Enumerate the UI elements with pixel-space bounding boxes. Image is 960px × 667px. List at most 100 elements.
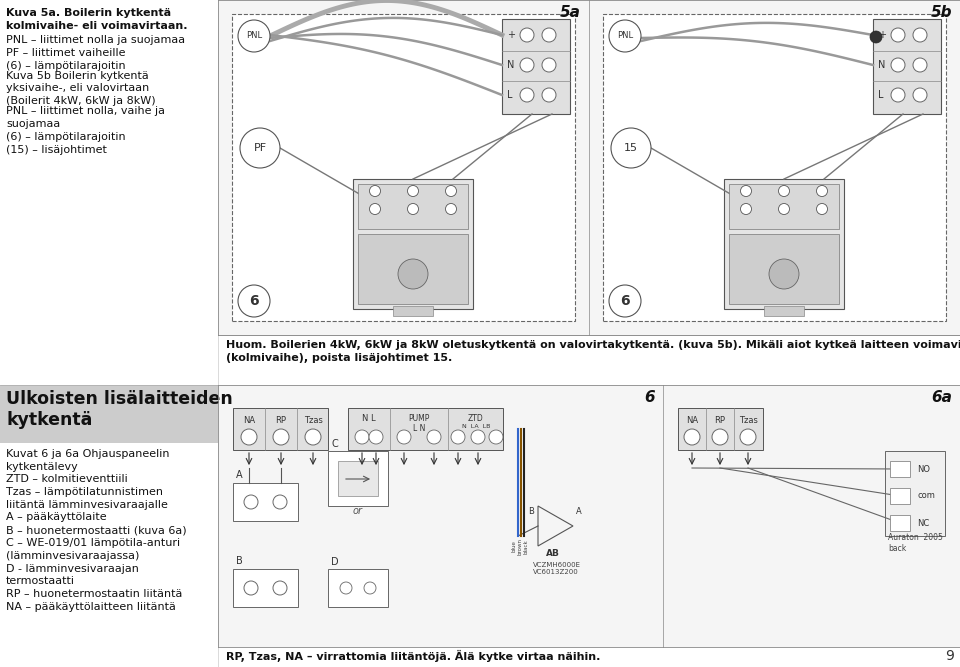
Text: N  LA  LB: N LA LB bbox=[462, 424, 491, 429]
Text: Tzas: Tzas bbox=[738, 416, 757, 425]
Circle shape bbox=[240, 128, 280, 168]
Text: RP: RP bbox=[714, 416, 726, 425]
Circle shape bbox=[740, 185, 752, 197]
Text: NC: NC bbox=[917, 518, 929, 528]
Text: 6: 6 bbox=[644, 390, 655, 405]
Circle shape bbox=[340, 582, 352, 594]
Circle shape bbox=[913, 28, 927, 42]
Text: C: C bbox=[331, 439, 338, 449]
Circle shape bbox=[407, 203, 419, 215]
Circle shape bbox=[238, 285, 270, 317]
Text: Huom. Boilerien 4kW, 6kW ja 8kW oletuskytkentä on valovirtakytkentä. (kuva 5b). : Huom. Boilerien 4kW, 6kW ja 8kW oletusky… bbox=[226, 340, 960, 363]
Circle shape bbox=[355, 430, 369, 444]
Text: D: D bbox=[331, 557, 339, 567]
Bar bbox=[873, 19, 941, 114]
Circle shape bbox=[244, 581, 258, 595]
Text: RP: RP bbox=[276, 416, 286, 425]
Text: AB: AB bbox=[546, 549, 560, 558]
Circle shape bbox=[520, 88, 534, 102]
Circle shape bbox=[740, 203, 752, 215]
Circle shape bbox=[445, 185, 457, 197]
Bar bbox=[885, 451, 945, 536]
Bar bbox=[890, 515, 910, 531]
Text: PNL – liittimet nolla, vaihe ja
suojamaa
(6) – lämpötilarajoitin
(15) – lisäjoht: PNL – liittimet nolla, vaihe ja suojamaa… bbox=[6, 106, 165, 155]
Text: PF: PF bbox=[253, 143, 267, 153]
Circle shape bbox=[712, 429, 728, 445]
Text: N: N bbox=[507, 60, 515, 70]
Text: +: + bbox=[507, 30, 515, 40]
Circle shape bbox=[471, 430, 485, 444]
Text: A: A bbox=[236, 470, 243, 480]
Bar bbox=[353, 179, 473, 309]
Circle shape bbox=[542, 58, 556, 72]
Circle shape bbox=[370, 185, 380, 197]
Text: Kuva 5b Boilerin kytkentä
yksivaihe-, eli valovirtaan
(Boilerit 4kW, 6kW ja 8kW): Kuva 5b Boilerin kytkentä yksivaihe-, el… bbox=[6, 71, 156, 106]
Text: ZTD – kolmitieventtiili
Tzas – lämpötilatunnistimen
liitäntä lämminvesivaraajall: ZTD – kolmitieventtiili Tzas – lämpötila… bbox=[6, 474, 186, 612]
Bar bbox=[218, 0, 960, 335]
Text: N L: N L bbox=[362, 414, 375, 423]
Circle shape bbox=[542, 88, 556, 102]
Text: B: B bbox=[236, 556, 243, 566]
Circle shape bbox=[779, 203, 789, 215]
Text: ZTD: ZTD bbox=[468, 414, 484, 423]
Bar bbox=[328, 569, 388, 607]
Circle shape bbox=[427, 430, 441, 444]
Circle shape bbox=[407, 185, 419, 197]
Circle shape bbox=[273, 429, 289, 445]
Circle shape bbox=[870, 31, 882, 43]
Text: +: + bbox=[878, 30, 886, 40]
Text: 6: 6 bbox=[250, 294, 259, 308]
Bar bbox=[890, 488, 910, 504]
Text: 15: 15 bbox=[624, 143, 638, 153]
Circle shape bbox=[611, 128, 651, 168]
Circle shape bbox=[520, 58, 534, 72]
Bar bbox=[724, 179, 844, 309]
Circle shape bbox=[609, 20, 641, 52]
Circle shape bbox=[489, 430, 503, 444]
Text: 6: 6 bbox=[620, 294, 630, 308]
Bar bbox=[348, 408, 503, 450]
Bar bbox=[502, 19, 570, 114]
Bar bbox=[218, 385, 960, 647]
Circle shape bbox=[273, 581, 287, 595]
Bar bbox=[890, 461, 910, 477]
Circle shape bbox=[273, 495, 287, 509]
Text: 5b: 5b bbox=[930, 5, 952, 20]
Text: 6a: 6a bbox=[931, 390, 952, 405]
Text: PUMP: PUMP bbox=[408, 414, 430, 423]
Circle shape bbox=[817, 185, 828, 197]
Circle shape bbox=[891, 88, 905, 102]
Bar bbox=[678, 408, 763, 450]
Circle shape bbox=[397, 430, 411, 444]
Circle shape bbox=[241, 429, 257, 445]
Circle shape bbox=[244, 495, 258, 509]
Text: NO: NO bbox=[917, 464, 930, 474]
Circle shape bbox=[364, 582, 376, 594]
Text: Kuva 5a. Boilerin kytkentä
kolmivaihe- eli voimavirtaan.: Kuva 5a. Boilerin kytkentä kolmivaihe- e… bbox=[6, 8, 187, 31]
Text: Tzas: Tzas bbox=[303, 416, 323, 425]
Text: blue
brown
black: blue brown black bbox=[512, 538, 528, 555]
Bar bbox=[603, 14, 946, 321]
Bar bbox=[393, 306, 433, 316]
Circle shape bbox=[398, 259, 428, 289]
Text: PNL: PNL bbox=[617, 31, 633, 41]
Text: NA: NA bbox=[243, 416, 255, 425]
Circle shape bbox=[913, 88, 927, 102]
Bar bbox=[338, 461, 378, 496]
Circle shape bbox=[520, 28, 534, 42]
Bar bbox=[328, 451, 388, 506]
Text: RP, Tzas, NA – virrattomia liitäntöjä. Älä kytke virtaa näihin.: RP, Tzas, NA – virrattomia liitäntöjä. Ä… bbox=[226, 650, 600, 662]
Circle shape bbox=[445, 203, 457, 215]
Text: PNL: PNL bbox=[246, 31, 262, 41]
Text: PNL – liittimet nolla ja suojamaa
PF – liittimet vaiheille
(6) – lämpötilarajoit: PNL – liittimet nolla ja suojamaa PF – l… bbox=[6, 35, 185, 71]
Text: com: com bbox=[917, 492, 935, 500]
Circle shape bbox=[817, 203, 828, 215]
Bar bbox=[232, 14, 575, 321]
Text: B: B bbox=[528, 507, 534, 516]
Text: Kuvat 6 ja 6a Ohjauspaneelin
kytkentälevy: Kuvat 6 ja 6a Ohjauspaneelin kytkentälev… bbox=[6, 449, 170, 472]
Circle shape bbox=[740, 429, 756, 445]
Text: N: N bbox=[878, 60, 885, 70]
Text: L: L bbox=[878, 90, 883, 100]
Text: L N: L N bbox=[413, 424, 425, 433]
Circle shape bbox=[891, 28, 905, 42]
